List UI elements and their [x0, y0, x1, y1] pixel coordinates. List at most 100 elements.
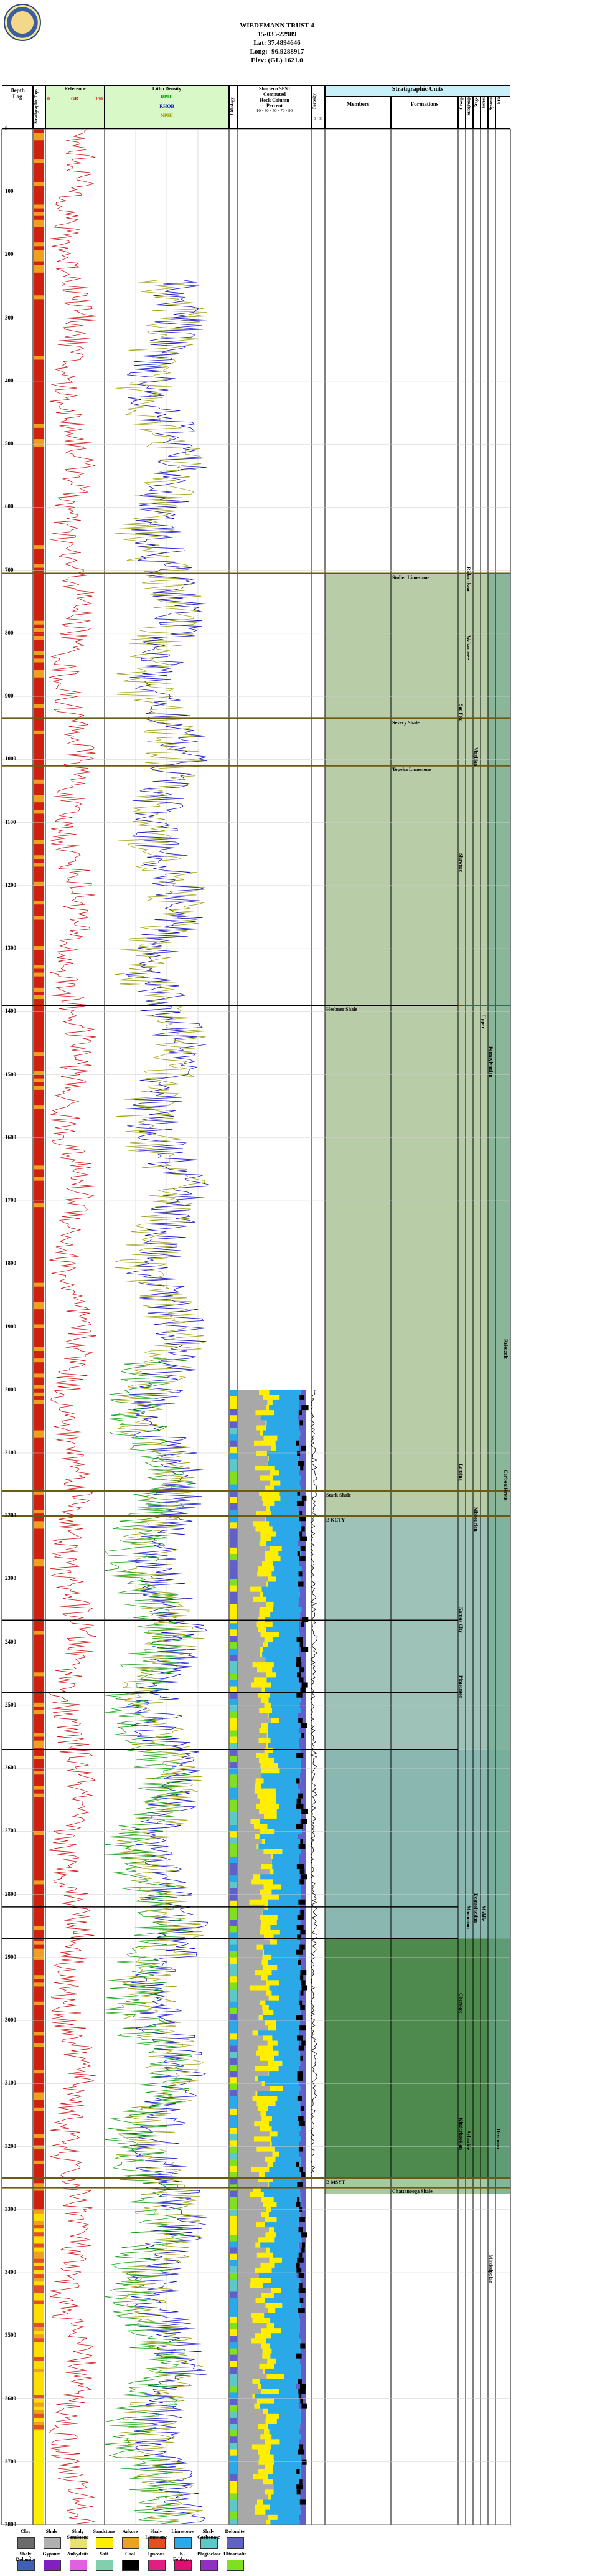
rock-column-segment — [265, 1596, 299, 1603]
depth-litho-strip — [34, 1771, 44, 1775]
lithology-cell — [230, 1781, 237, 1788]
rock-column-segment — [257, 1667, 273, 1673]
rock-column-segment — [238, 2020, 265, 2026]
lithology-cell — [230, 1478, 237, 1485]
rock-column-segment — [271, 2444, 301, 2450]
rock-column-segment — [261, 1864, 273, 1870]
rock-column-segment — [259, 2172, 265, 2177]
coal-segment — [300, 2232, 307, 2238]
depth-litho-strip — [34, 2266, 44, 2271]
rock-column-segment — [274, 2055, 302, 2062]
coal-segment — [301, 1445, 306, 1451]
rock-column-segment — [249, 1985, 270, 1991]
rock-column-segment — [271, 1536, 301, 1542]
rock-column-segment — [260, 2055, 274, 2062]
rock-column-segment — [255, 2242, 261, 2248]
legend-label: Clay — [21, 2529, 30, 2534]
depth-litho-strip — [34, 1475, 44, 1480]
lithology-cell — [230, 2374, 237, 2380]
rock-column-segment — [271, 1445, 276, 1451]
litho-title: Litho Density — [152, 86, 182, 92]
depth-litho-strip — [34, 545, 44, 549]
depth-litho-strip — [34, 2047, 44, 2052]
depth-litho-strip — [34, 787, 44, 792]
depth-litho-strip — [34, 507, 44, 511]
depth-litho-strip — [34, 2209, 44, 2214]
coal-segment — [300, 1723, 307, 1728]
rock-column-segment — [301, 1768, 306, 1774]
depth-litho-strip — [34, 1086, 44, 1091]
lithology-cell — [230, 2209, 237, 2217]
rock-column-segment — [261, 1768, 280, 1774]
rock-column-segment — [270, 1939, 277, 1946]
strat-paleozoic: Paleozoic — [503, 1339, 509, 1359]
depth-litho-strip — [34, 1933, 44, 1938]
rock-column-segment — [261, 2389, 279, 2394]
depth-litho-strip — [34, 1665, 44, 1669]
rock-column-segment — [280, 1556, 301, 1562]
depth-litho-strip — [34, 2364, 44, 2369]
rock-column-segment — [299, 1470, 306, 1476]
rock-column-segment — [238, 2141, 270, 2147]
lithology-cell — [230, 2222, 237, 2229]
depth-litho-strip — [34, 1585, 44, 1590]
depth-litho-strip — [34, 742, 44, 746]
rock-column-segment — [274, 1466, 300, 1471]
rock-column-segment — [265, 2418, 277, 2425]
lithology-cell — [230, 1787, 237, 1794]
depth-tick-label: 500 — [5, 440, 14, 447]
rock-column-segment — [263, 2499, 301, 2506]
coal-segment — [298, 2273, 304, 2278]
depth-litho-strip — [34, 1778, 44, 1783]
rock-column-segment — [273, 2484, 299, 2490]
lithology-cell — [230, 1440, 237, 1447]
depth-litho-strip — [34, 1581, 44, 1586]
depth-litho-strip — [34, 1116, 44, 1120]
rock-column-segment — [255, 1526, 273, 1532]
rock-column-segment — [255, 1466, 275, 1471]
subgroup-header: Subgroup — [466, 97, 473, 129]
rock-column-segment — [301, 1521, 306, 1527]
rock-column-segment — [258, 2015, 263, 2021]
rock-column-segment — [238, 2267, 256, 2273]
rock-column-segment — [260, 1798, 276, 1804]
depth-litho-strip — [34, 1264, 44, 1268]
rock-column-segment — [264, 1934, 274, 1941]
depth-litho-strip — [34, 2001, 44, 2006]
depth-litho-strip — [34, 397, 44, 402]
rock-column-segment — [270, 1692, 299, 1698]
rock-column-segment — [273, 1637, 301, 1643]
depth-litho-strip — [34, 2232, 44, 2237]
coal-segment — [299, 1879, 305, 1885]
depth-litho-strip — [34, 2255, 44, 2260]
rock-column-segment — [238, 2116, 262, 2122]
rock-column-segment — [276, 2217, 301, 2223]
rock-column-segment — [258, 1566, 274, 1572]
litho-curve3: NPHI — [161, 113, 173, 118]
depth-litho-strip — [34, 1918, 44, 1923]
rock-column-segment — [238, 1461, 267, 1466]
rock-column-segment — [238, 2469, 259, 2475]
depth-litho-strip — [34, 435, 44, 440]
rock-column-segment — [266, 1420, 299, 1426]
depth-litho-strip — [34, 1710, 44, 1715]
coal-segment — [299, 2025, 306, 2031]
depth-litho-strip — [34, 1146, 44, 1151]
rock-column-segment — [238, 1773, 261, 1779]
depth-litho-strip — [34, 1638, 44, 1643]
rock-column-segment — [299, 2187, 306, 2192]
rock-column-segment — [238, 2494, 268, 2501]
rock-column-segment — [299, 2489, 306, 2495]
depth-litho-strip — [34, 1150, 44, 1155]
rock-column-segment — [238, 1390, 260, 1396]
coal-segment — [296, 1778, 300, 1784]
lithology-cell — [230, 1409, 237, 1416]
lithology-cell — [230, 1428, 237, 1435]
depth-litho-strip — [34, 991, 44, 996]
depth-litho-strip — [34, 1441, 44, 1446]
depth-litho-strip — [34, 662, 44, 667]
rock-column-segment — [267, 1824, 301, 1829]
depth-tick-label: 3800 — [5, 2521, 16, 2527]
rock-column-segment — [257, 2499, 263, 2506]
depth-litho-strip — [34, 227, 44, 232]
